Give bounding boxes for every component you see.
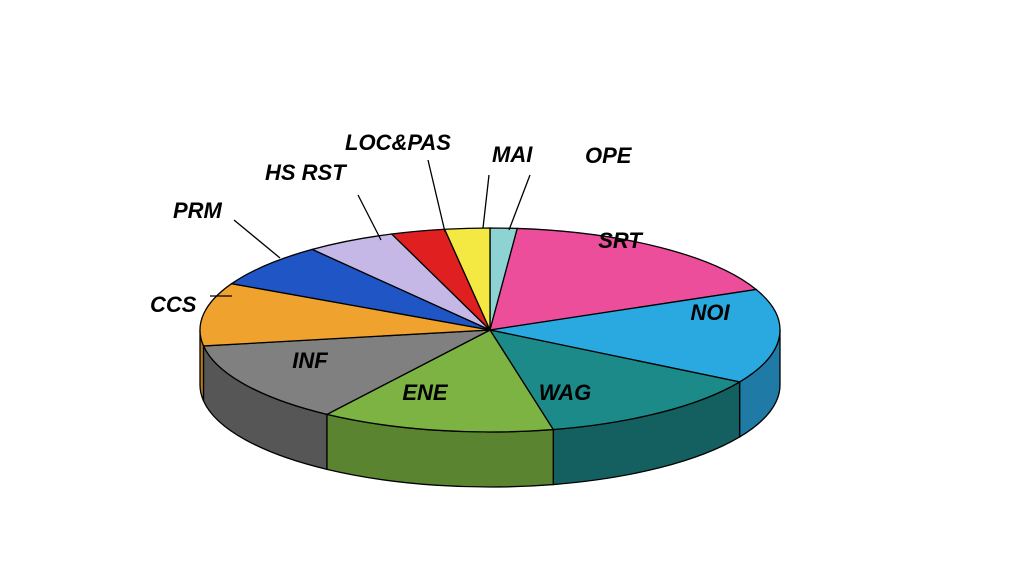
slice-label: SRT xyxy=(598,228,643,253)
slice-label: PRM xyxy=(173,198,223,223)
leader-line xyxy=(428,160,445,232)
leader-line xyxy=(358,195,381,240)
slice-label: WAG xyxy=(539,380,592,405)
slice-label: OPE xyxy=(585,143,633,168)
slice-label: INF xyxy=(292,348,328,373)
leader-line xyxy=(483,175,489,228)
leader-line xyxy=(509,175,530,230)
pie-chart-3d: OPE SRT NOI WAG ENE INF CCS PRM HS RST LOC&PAS MAI xyxy=(0,0,1024,587)
slice-label: MAI xyxy=(492,142,533,167)
slice-label: LOC&PAS xyxy=(345,130,451,155)
slice-label: ENE xyxy=(402,380,449,405)
slice-label: CCS xyxy=(150,292,197,317)
slice-label: HS RST xyxy=(265,160,347,185)
leader-line xyxy=(234,220,280,258)
slice-label: NOI xyxy=(690,300,730,325)
